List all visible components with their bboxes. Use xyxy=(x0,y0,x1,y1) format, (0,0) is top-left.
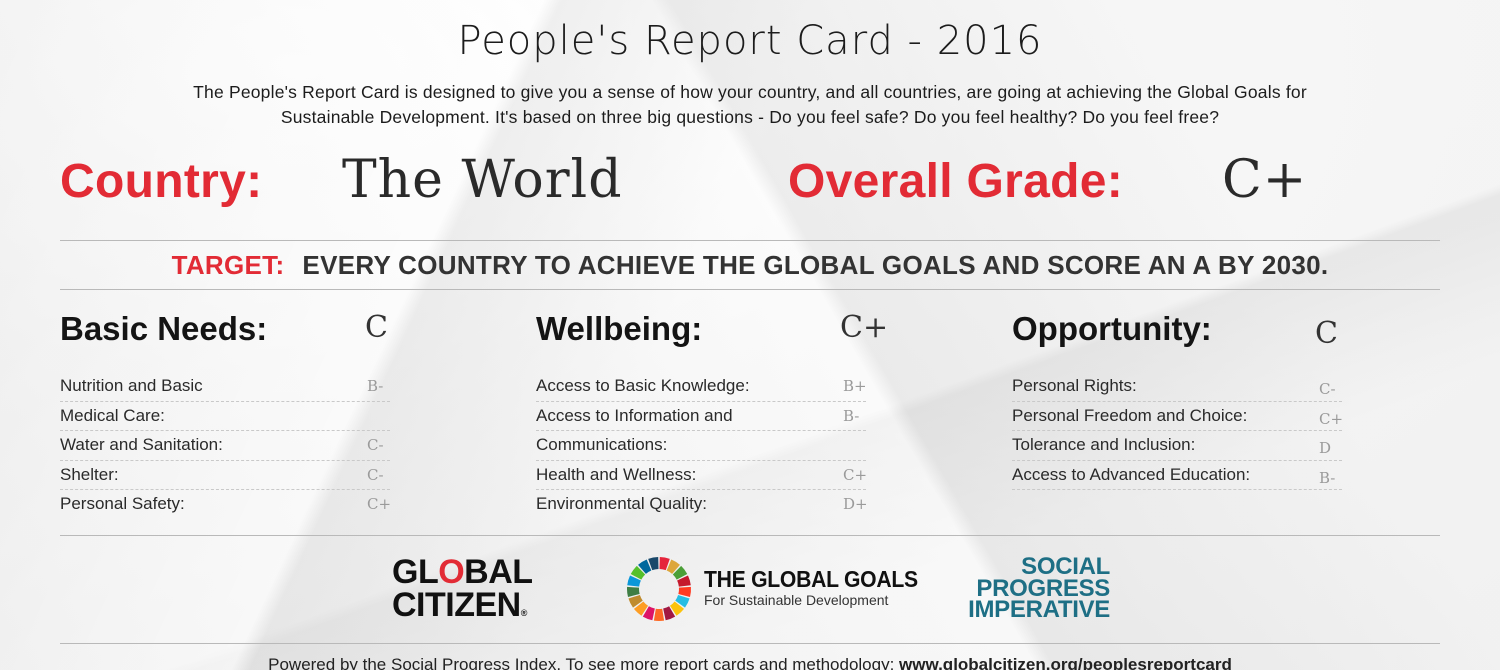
partner-logos: GLOBAL CITIZEN® THE GLOBAL GOALS For Sus… xyxy=(0,552,1500,632)
row-label: Communications: xyxy=(536,435,668,454)
wheel-segment xyxy=(627,586,640,597)
row-label: Access to Advanced Education: xyxy=(1012,461,1342,490)
wheel-segment xyxy=(627,575,641,587)
row-label: Access to Basic Knowledge: xyxy=(536,372,866,402)
row-grade: C- xyxy=(367,465,384,484)
row-grade: C+ xyxy=(1319,409,1344,428)
country-label: Country: xyxy=(60,155,263,208)
footer-text: Powered by the Social Progress Index. To… xyxy=(268,655,900,670)
category-opportunity: Opportunity: C Personal Rights: C- Perso… xyxy=(1012,310,1352,490)
wheel-segment xyxy=(677,575,691,587)
row-label: Personal Rights: xyxy=(1012,372,1342,402)
list-item: Access to Basic Knowledge: B+ xyxy=(536,372,867,402)
list-item: Water and Sanitation: C- xyxy=(60,431,390,461)
list-item: Nutrition and Basic Medical Care: B- xyxy=(60,372,390,431)
footer-link[interactable]: www.globalcitizen.org/peoplesreportcard xyxy=(899,655,1232,670)
wheel-segment xyxy=(653,608,665,621)
global-goals-logo: THE GLOBAL GOALS For Sustainable Develop… xyxy=(704,566,936,608)
overall-grade-label: Overall Grade: xyxy=(788,155,1124,208)
row-label: Environmental Quality: xyxy=(536,494,708,513)
category-grade: C xyxy=(365,310,388,345)
intro-line-1: The People's Report Card is designed to … xyxy=(193,82,1307,102)
list-item: Shelter: C- xyxy=(60,461,390,490)
wheel-segment xyxy=(642,606,655,621)
global-citizen-logo: GLOBAL CITIZEN® xyxy=(392,553,533,624)
wheel-segment xyxy=(675,594,690,608)
wheel-segment xyxy=(638,559,652,574)
row-label: Personal Safety: xyxy=(60,494,185,513)
global-goals-title: THE GLOBAL GOALS xyxy=(704,566,918,592)
row-grade: B- xyxy=(1319,468,1336,487)
list-item: Personal Freedom and Choice: C+ xyxy=(1012,402,1344,431)
category-title: Opportunity: xyxy=(1012,310,1212,347)
list-item: Personal Rights: C- xyxy=(1012,372,1342,402)
row-label: Water and Sanitation: xyxy=(60,431,390,461)
category-title: Basic Needs: xyxy=(60,310,268,347)
wheel-segment xyxy=(628,594,643,608)
global-goals-subtitle: For Sustainable Development xyxy=(704,592,889,608)
row-label: Shelter: xyxy=(60,461,390,490)
wheel-segment xyxy=(672,565,688,580)
divider-logos xyxy=(60,535,1440,536)
row-grade: C+ xyxy=(843,465,868,484)
social-progress-imperative-logo: SOCIAL PROGRESS IMPERATIVE xyxy=(968,553,1110,623)
intro-text: The People's Report Card is designed to … xyxy=(100,80,1400,130)
row-grade: C- xyxy=(367,436,384,454)
row-label: Medical Care: xyxy=(60,405,165,425)
wheel-segment xyxy=(669,601,685,616)
list-item: Health and Wellness: C+ xyxy=(536,461,868,490)
category-wellbeing: Wellbeing: C+ Access to Basic Knowledge:… xyxy=(536,310,888,513)
wheel-segment xyxy=(663,606,676,621)
row-grade: B+ xyxy=(843,377,867,395)
divider-target xyxy=(60,289,1440,290)
target-label: TARGET: xyxy=(171,250,285,280)
row-label: Health and Wellness: xyxy=(536,461,866,490)
list-item: Access to Advanced Education: B- xyxy=(1012,461,1342,490)
category-title: Wellbeing: xyxy=(536,310,703,347)
divider-footer xyxy=(60,643,1440,644)
row-label: Nutrition and Basic xyxy=(60,372,390,402)
list-item: Access to Information and Communications:… xyxy=(536,402,866,461)
page-title: People's Report Card - 2016 xyxy=(457,18,1043,64)
row-grade: D xyxy=(1319,439,1332,457)
country-value: The World xyxy=(342,150,623,210)
row-label: Tolerance and Inclusion: xyxy=(1012,431,1342,461)
divider-top xyxy=(60,240,1440,241)
row-label: Access to Information and xyxy=(536,402,866,431)
row-grade: B- xyxy=(367,377,384,395)
country-grade-row: Country: The World Overall Grade: C+ xyxy=(60,150,1460,222)
wheel-segment xyxy=(648,557,659,571)
target-text: EVERY COUNTRY TO ACHIEVE THE GLOBAL GOAL… xyxy=(302,250,1329,280)
wheel-segment xyxy=(666,559,680,574)
category-grade: C+ xyxy=(840,310,889,345)
footer: Powered by the Social Progress Index. To… xyxy=(0,655,1500,670)
category-grade: C xyxy=(1315,316,1338,351)
list-item: Tolerance and Inclusion: D xyxy=(1012,431,1342,461)
wheel-segment xyxy=(678,586,691,597)
list-item: Personal Safety: C+ xyxy=(60,490,392,519)
row-grade: C- xyxy=(1319,380,1336,398)
overall-grade-value: C+ xyxy=(1222,150,1308,210)
wheel-segment xyxy=(630,565,646,580)
row-grade: B- xyxy=(843,406,860,425)
row-label: Personal Freedom and Choice: xyxy=(1012,402,1342,431)
intro-line-2: Sustainable Development. It's based on t… xyxy=(280,107,1220,127)
row-grade: C+ xyxy=(367,495,392,513)
list-item: Environmental Quality: D+ xyxy=(536,490,868,519)
target-banner: TARGET: EVERY COUNTRY TO ACHIEVE THE GLOB… xyxy=(0,250,1500,281)
category-basic-needs: Basic Needs: C Nutrition and Basic Medica… xyxy=(60,310,400,513)
wheel-segment xyxy=(633,601,649,616)
wheel-segment xyxy=(659,557,670,571)
row-grade: D+ xyxy=(843,495,868,513)
global-goals-wheel-icon xyxy=(627,557,691,621)
